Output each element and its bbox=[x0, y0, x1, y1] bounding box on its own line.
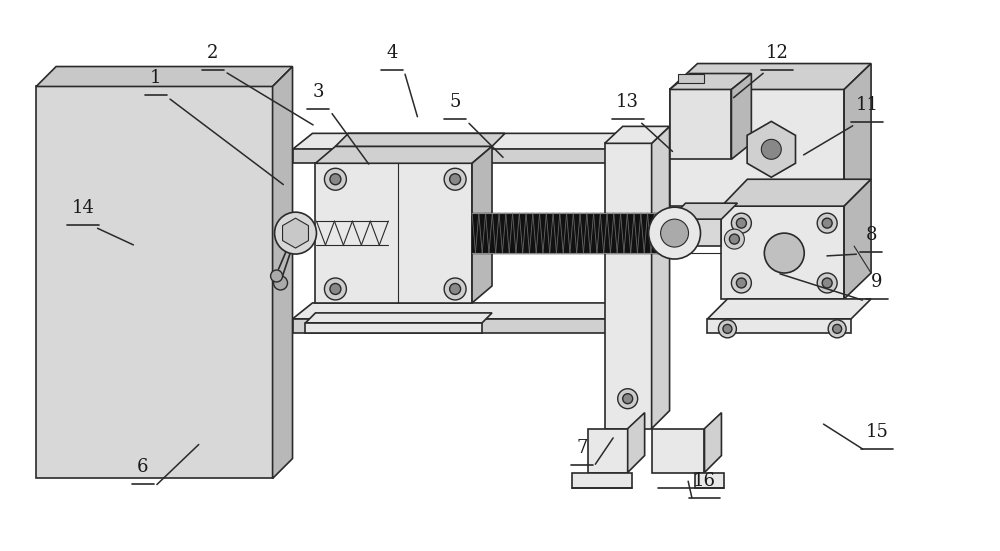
Polygon shape bbox=[605, 143, 652, 429]
Polygon shape bbox=[652, 126, 670, 429]
Polygon shape bbox=[844, 63, 871, 206]
Circle shape bbox=[833, 325, 842, 333]
Polygon shape bbox=[293, 303, 638, 319]
Polygon shape bbox=[721, 206, 844, 299]
Polygon shape bbox=[315, 147, 492, 163]
Text: 5: 5 bbox=[449, 94, 461, 111]
Text: 9: 9 bbox=[871, 273, 883, 291]
Circle shape bbox=[623, 394, 633, 404]
Circle shape bbox=[324, 278, 346, 300]
Circle shape bbox=[724, 229, 744, 249]
Polygon shape bbox=[844, 179, 871, 299]
Polygon shape bbox=[36, 87, 273, 478]
Polygon shape bbox=[670, 63, 871, 89]
Circle shape bbox=[275, 212, 316, 254]
Polygon shape bbox=[605, 126, 670, 143]
Circle shape bbox=[271, 270, 283, 282]
Polygon shape bbox=[670, 203, 737, 219]
Circle shape bbox=[729, 234, 739, 244]
Text: 11: 11 bbox=[856, 96, 879, 115]
Polygon shape bbox=[335, 133, 505, 147]
Circle shape bbox=[718, 320, 736, 338]
Circle shape bbox=[736, 278, 746, 288]
Polygon shape bbox=[273, 67, 293, 478]
Circle shape bbox=[618, 388, 638, 409]
Text: 16: 16 bbox=[693, 472, 716, 490]
Text: 1: 1 bbox=[150, 69, 162, 88]
Polygon shape bbox=[472, 147, 492, 303]
Polygon shape bbox=[670, 89, 844, 206]
Circle shape bbox=[649, 207, 700, 259]
Polygon shape bbox=[36, 67, 293, 87]
Text: 14: 14 bbox=[72, 199, 94, 217]
Polygon shape bbox=[572, 473, 632, 489]
Circle shape bbox=[444, 168, 466, 190]
Circle shape bbox=[450, 283, 461, 294]
Polygon shape bbox=[707, 319, 851, 333]
Polygon shape bbox=[695, 473, 724, 489]
Circle shape bbox=[761, 139, 781, 159]
Text: 13: 13 bbox=[616, 94, 639, 111]
Polygon shape bbox=[305, 323, 482, 333]
Circle shape bbox=[736, 218, 746, 228]
Polygon shape bbox=[283, 218, 308, 248]
Polygon shape bbox=[704, 413, 721, 473]
Circle shape bbox=[450, 174, 461, 185]
Polygon shape bbox=[707, 299, 871, 319]
Circle shape bbox=[661, 219, 689, 247]
Polygon shape bbox=[588, 429, 628, 473]
Polygon shape bbox=[747, 121, 796, 177]
Polygon shape bbox=[628, 413, 645, 473]
Circle shape bbox=[274, 276, 288, 290]
Circle shape bbox=[817, 213, 837, 233]
Text: 12: 12 bbox=[766, 44, 789, 62]
Circle shape bbox=[330, 283, 341, 294]
Circle shape bbox=[330, 174, 341, 185]
Polygon shape bbox=[670, 219, 721, 246]
Circle shape bbox=[817, 273, 837, 293]
Circle shape bbox=[822, 278, 832, 288]
Circle shape bbox=[731, 213, 751, 233]
Polygon shape bbox=[652, 429, 704, 473]
Text: 6: 6 bbox=[137, 458, 149, 477]
Polygon shape bbox=[721, 179, 871, 206]
Polygon shape bbox=[293, 133, 638, 149]
Polygon shape bbox=[293, 319, 618, 333]
Text: 3: 3 bbox=[313, 83, 324, 101]
Text: 4: 4 bbox=[387, 44, 398, 62]
Text: 8: 8 bbox=[865, 226, 877, 244]
Polygon shape bbox=[678, 73, 704, 84]
Polygon shape bbox=[315, 163, 472, 303]
Polygon shape bbox=[731, 73, 751, 159]
Circle shape bbox=[828, 320, 846, 338]
Polygon shape bbox=[670, 89, 731, 159]
Polygon shape bbox=[670, 73, 751, 89]
Text: 15: 15 bbox=[866, 423, 888, 441]
Circle shape bbox=[764, 233, 804, 273]
Polygon shape bbox=[305, 313, 492, 323]
Circle shape bbox=[822, 218, 832, 228]
Circle shape bbox=[324, 168, 346, 190]
Text: 2: 2 bbox=[207, 44, 218, 62]
Text: 7: 7 bbox=[576, 439, 587, 457]
Circle shape bbox=[723, 325, 732, 333]
Circle shape bbox=[444, 278, 466, 300]
Polygon shape bbox=[293, 149, 618, 163]
Circle shape bbox=[731, 273, 751, 293]
